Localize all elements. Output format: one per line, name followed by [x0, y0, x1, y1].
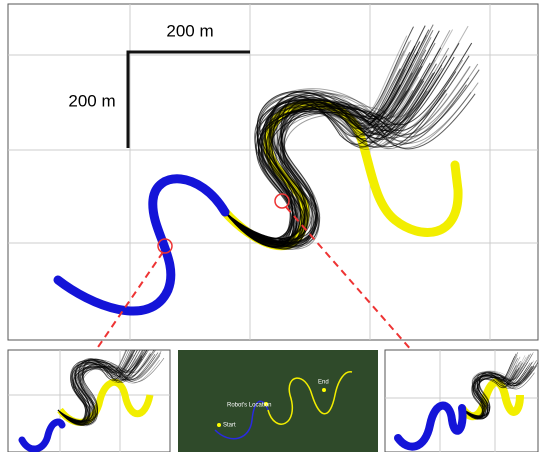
- predicted-trajectory: [224, 89, 447, 248]
- predicted-trajectory: [224, 68, 401, 244]
- predicted-trajectory: [224, 30, 440, 247]
- predicted-trajectory: [224, 35, 438, 240]
- predicted-trajectory: [224, 69, 406, 246]
- predicted-trajectory: [224, 78, 423, 241]
- marker: [274, 193, 290, 209]
- scale-bar: [126, 50, 250, 148]
- predicted-trajectory: [57, 358, 137, 425]
- predicted-trajectory: [461, 370, 518, 417]
- predicted-trajectory: [461, 362, 533, 417]
- predicted-trajectory: [57, 352, 162, 424]
- main-panel: 200 m 200 m: [7, 3, 539, 341]
- predicted-trajectory: [224, 84, 401, 241]
- inset-left: [7, 349, 171, 452]
- predicted-trajectory: [224, 47, 450, 250]
- predicted-trajectory: [461, 355, 526, 420]
- prediction-fan: [224, 24, 480, 250]
- predicted-trajectory: [224, 59, 464, 248]
- panel-frame: [384, 349, 539, 452]
- predicted-trajectory: [461, 353, 517, 418]
- inset-right: [384, 349, 539, 452]
- predicted-trajectory: [224, 90, 431, 241]
- predicted-trajectory: [57, 350, 130, 426]
- predicted-trajectory: [461, 365, 517, 420]
- predicted-trajectory: [224, 72, 436, 243]
- predicted-trajectory: [57, 355, 161, 422]
- predicted-trajectory: [224, 29, 434, 248]
- map-label: Robot's Location: [227, 403, 272, 409]
- travelled-path: [53, 174, 230, 316]
- predicted-trajectory: [57, 350, 155, 425]
- scale-label: 200 m: [68, 91, 115, 110]
- predicted-trajectory: [57, 350, 135, 422]
- predicted-trajectory: [57, 355, 142, 425]
- marker: [157, 238, 173, 254]
- predicted-trajectory: [224, 64, 443, 242]
- predicted-trajectory: [461, 354, 530, 417]
- predicted-trajectory: [57, 350, 141, 422]
- inset-satellite: Start Robot's Location End: [178, 350, 378, 452]
- predicted-trajectory: [224, 51, 411, 246]
- predicted-trajectory: [224, 82, 479, 243]
- scale-label: 200 m: [166, 21, 213, 40]
- map-label: End: [318, 380, 329, 386]
- predicted-trajectory: [57, 350, 148, 422]
- predicted-trajectory: [57, 354, 134, 423]
- satellite-image: [178, 350, 378, 452]
- map-label: Start: [223, 423, 236, 429]
- predicted-trajectory: [57, 352, 159, 423]
